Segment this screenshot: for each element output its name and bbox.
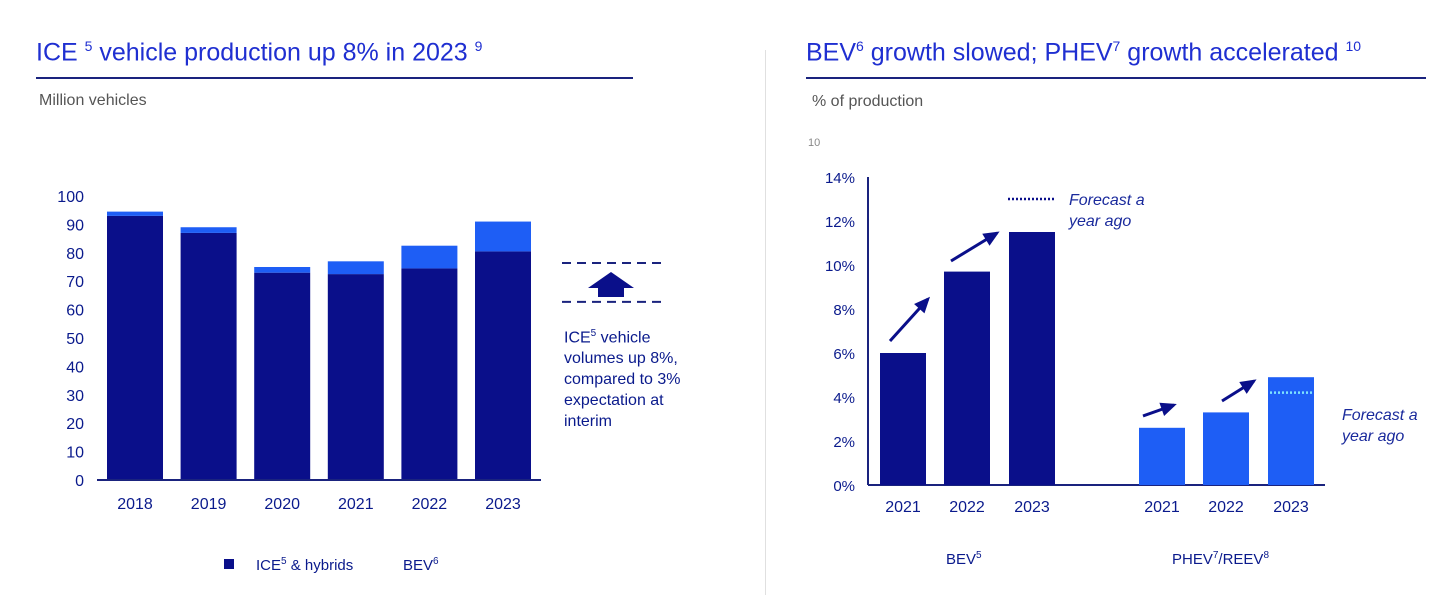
phev-share-bar	[1268, 377, 1314, 485]
right-small-ref: 10	[808, 137, 821, 149]
left-y-tick-label: 80	[66, 246, 84, 263]
right-y-tick-label: 14%	[825, 170, 855, 187]
right-x-tick-label: 2023	[1273, 499, 1309, 516]
bev-bar	[475, 221, 531, 252]
left-chart-title: ICE 5 vehicle production up 8% in 2023 9	[36, 38, 483, 67]
bev-share-bar	[944, 271, 990, 485]
growth-arrow-phev-1-head	[1159, 402, 1177, 416]
bev-bar	[327, 261, 384, 275]
bev-share-bar	[1009, 232, 1055, 485]
right-title-rule	[806, 77, 1426, 79]
right-y-tick-label: 6%	[833, 346, 855, 363]
legend-ice-swatch	[224, 559, 234, 569]
right-y-tick-label: 8%	[833, 302, 855, 319]
left-x-tick-label: 2020	[264, 496, 300, 513]
right-y-tick-label: 4%	[833, 390, 855, 407]
ice-bar	[254, 272, 311, 480]
forecast-label-phev: Forecast a year ago	[1342, 407, 1418, 445]
left-x-tick-label: 2019	[191, 496, 227, 513]
right-y-tick-label: 12%	[825, 214, 855, 231]
left-y-tick-label: 40	[66, 359, 84, 376]
left-y-tick-label: 70	[66, 274, 84, 291]
left-x-tick-label: 2022	[412, 496, 448, 513]
bev-bar	[401, 245, 458, 269]
growth-arrow-bev-2-head	[982, 231, 1000, 246]
ice-bar	[107, 215, 163, 480]
phev-share-bar	[1139, 427, 1185, 485]
bev-bar	[180, 227, 237, 233]
group-label-bev: BEV5	[946, 550, 982, 568]
growth-arrow-bev-1-head	[914, 296, 931, 314]
right-y-tick-label: 2%	[833, 434, 855, 451]
growth-arrow-phev-2-head	[1239, 379, 1257, 394]
left-x-tick-label: 2018	[117, 496, 153, 513]
left-y-tick-label: 60	[66, 303, 84, 320]
left-title-rule	[36, 77, 633, 79]
right-x-tick-label: 2023	[1014, 499, 1050, 516]
ice-bar	[327, 274, 384, 480]
right-x-tick-label: 2021	[1144, 499, 1180, 516]
ice-bar	[475, 251, 531, 480]
right-x-tick-label: 2022	[1208, 499, 1244, 516]
annotation-up-arrow-icon	[588, 272, 634, 297]
group-label-phev: PHEV7/REEV8	[1172, 550, 1269, 568]
left-y-tick-label: 100	[57, 189, 84, 206]
legend-ice-label: ICE5 & hybrids	[256, 556, 354, 574]
bev-share-bar	[880, 353, 926, 485]
right-x-tick-label: 2021	[885, 499, 921, 516]
right-y-tick-label: 0%	[833, 478, 855, 495]
left-x-tick-label: 2023	[485, 496, 521, 513]
panel-divider	[765, 50, 766, 595]
left-y-tick-label: 50	[66, 331, 84, 348]
left-y-tick-label: 90	[66, 217, 84, 234]
forecast-label-bev: Forecast a year ago	[1069, 192, 1145, 230]
right-unit-label: % of production	[812, 93, 924, 110]
left-y-tick-label: 0	[75, 473, 84, 490]
right-chart-title: BEV6 growth slowed; PHEV7 growth acceler…	[806, 38, 1362, 67]
right-x-tick-label: 2022	[949, 499, 985, 516]
phev-share-bar	[1203, 412, 1249, 485]
left-unit-label: Million vehicles	[39, 92, 147, 109]
legend-bev-label: BEV6	[403, 556, 439, 574]
left-y-tick-label: 30	[66, 388, 84, 405]
left-x-tick-label: 2021	[338, 496, 374, 513]
left-annotation: ICE5 vehicle volumes up 8%, compared to …	[564, 328, 681, 431]
ice-bar	[180, 232, 237, 480]
ice-bar	[401, 268, 458, 480]
left-y-tick-label: 10	[66, 445, 84, 462]
bev-bar	[254, 267, 311, 273]
right-y-tick-label: 10%	[825, 258, 855, 275]
bev-bar	[107, 211, 163, 216]
left-y-tick-label: 20	[66, 416, 84, 433]
